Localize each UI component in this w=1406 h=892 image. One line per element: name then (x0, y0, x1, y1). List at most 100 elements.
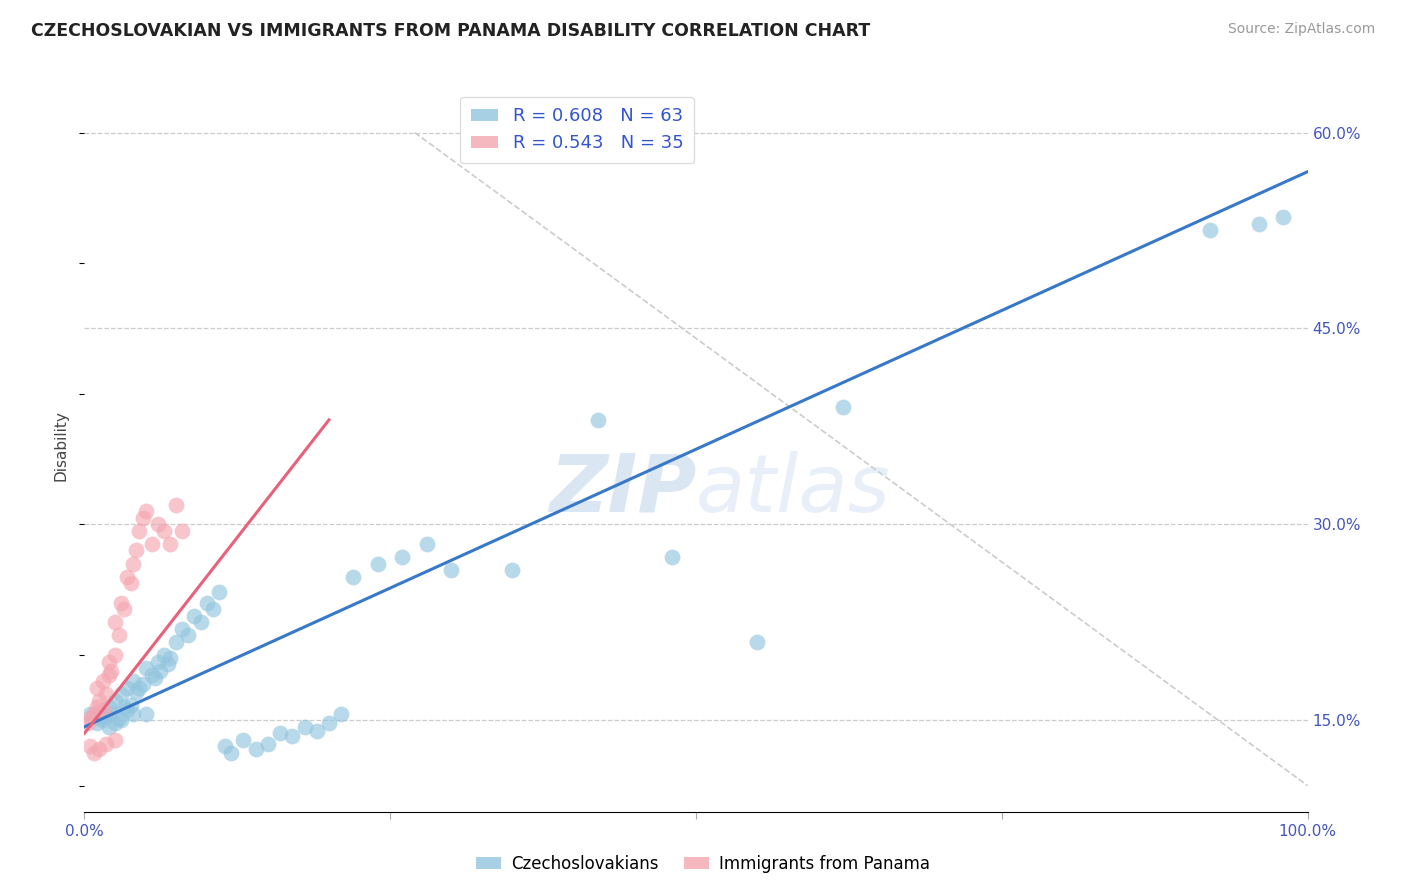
Point (97, 700, 120, 714)
Point (96, 737, 118, 751)
Point (91, 703, 114, 717)
Legend: R = 0.608   N = 63, R = 0.543   N = 35: R = 0.608 N = 63, R = 0.543 N = 35 (460, 96, 695, 163)
Point (107, 711, 129, 725)
Point (153, 648, 176, 662)
Point (1272, 211, 1295, 225)
Point (172, 622, 194, 636)
Point (91, 674, 114, 689)
Point (132, 677, 155, 691)
Point (294, 720, 316, 734)
Point (122, 674, 145, 689)
Y-axis label: Disability: Disability (53, 410, 69, 482)
Point (112, 602, 135, 616)
Point (110, 596, 132, 610)
Point (201, 602, 224, 616)
Point (305, 723, 328, 738)
Point (586, 413, 609, 427)
Point (661, 549, 683, 564)
Point (257, 737, 280, 751)
Point (87, 742, 110, 756)
Point (115, 681, 138, 695)
Point (318, 715, 340, 730)
Point (1247, 217, 1270, 231)
Point (120, 576, 142, 591)
Point (330, 706, 353, 721)
Point (269, 726, 291, 740)
Point (214, 739, 236, 754)
Point (747, 635, 769, 649)
Point (416, 537, 439, 551)
Point (104, 648, 127, 662)
Point (165, 635, 187, 649)
Point (104, 715, 127, 730)
Point (135, 706, 157, 721)
Point (232, 732, 254, 747)
Point (141, 667, 163, 681)
Text: Source: ZipAtlas.com: Source: ZipAtlas.com (1227, 22, 1375, 37)
Point (190, 615, 212, 630)
Point (91, 714, 114, 728)
Point (159, 650, 181, 665)
Text: atlas: atlas (696, 450, 891, 529)
Point (115, 569, 138, 583)
Point (146, 517, 169, 532)
Point (440, 563, 463, 577)
Point (125, 543, 148, 558)
Point (281, 729, 304, 743)
Point (165, 498, 187, 512)
Point (153, 524, 176, 538)
Point (132, 511, 155, 525)
Point (79, 711, 101, 725)
Point (77, 715, 100, 730)
Point (135, 504, 157, 518)
Point (502, 563, 524, 577)
Point (112, 700, 135, 714)
Point (125, 684, 148, 698)
Point (86, 700, 108, 714)
Point (110, 687, 132, 701)
Point (104, 732, 127, 747)
Point (391, 549, 413, 564)
Point (177, 628, 200, 642)
Point (83, 746, 105, 760)
Point (97, 720, 120, 734)
Point (172, 524, 194, 538)
Point (110, 714, 132, 728)
Point (122, 706, 145, 721)
Point (219, 746, 242, 760)
Point (831, 400, 853, 414)
Point (104, 615, 127, 630)
Point (115, 703, 138, 717)
Point (245, 742, 267, 756)
Point (1198, 223, 1220, 237)
Point (96, 709, 118, 723)
Point (86, 715, 108, 730)
Point (156, 657, 179, 672)
Point (143, 672, 166, 686)
Point (86, 681, 108, 695)
Point (100, 706, 122, 721)
Point (183, 608, 205, 623)
Text: CZECHOSLOVAKIAN VS IMMIGRANTS FROM PANAMA DISABILITY CORRELATION CHART: CZECHOSLOVAKIAN VS IMMIGRANTS FROM PANAM… (31, 22, 870, 40)
Point (367, 557, 389, 571)
Point (79, 706, 101, 721)
Point (96, 687, 118, 701)
Point (342, 569, 364, 583)
Point (141, 537, 163, 551)
Point (122, 557, 145, 571)
Point (195, 596, 218, 610)
Point (159, 537, 181, 551)
Point (128, 681, 150, 695)
Point (87, 694, 110, 708)
Legend: Czechoslovakians, Immigrants from Panama: Czechoslovakians, Immigrants from Panama (470, 848, 936, 880)
Point (97, 655, 120, 669)
Point (79, 739, 101, 754)
Point (87, 711, 110, 725)
Point (83, 706, 105, 721)
Point (104, 694, 127, 708)
Point (100, 664, 122, 678)
Point (97, 667, 120, 681)
Point (128, 524, 150, 538)
Point (208, 585, 231, 599)
Point (149, 664, 172, 678)
